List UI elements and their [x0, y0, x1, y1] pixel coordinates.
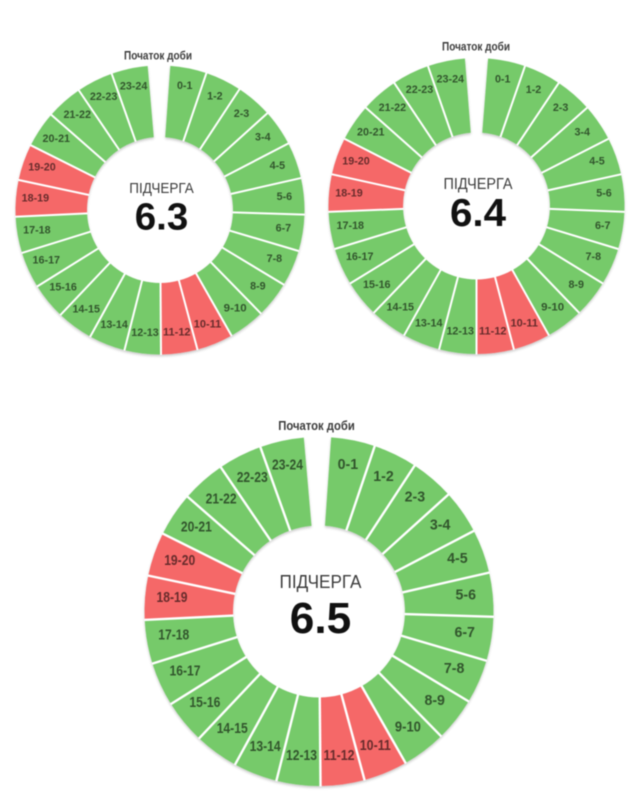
svg-text:15-16: 15-16 [49, 282, 77, 294]
svg-text:0-1: 0-1 [495, 73, 511, 85]
svg-text:6.5: 6.5 [290, 595, 352, 643]
svg-text:23-24: 23-24 [272, 458, 304, 474]
svg-text:7-8: 7-8 [444, 661, 465, 677]
svg-text:21-22: 21-22 [63, 109, 91, 121]
svg-text:22-23: 22-23 [90, 91, 118, 103]
svg-text:6-7: 6-7 [454, 625, 475, 641]
svg-text:7-8: 7-8 [267, 253, 283, 265]
svg-text:6-7: 6-7 [595, 220, 611, 232]
svg-text:20-21: 20-21 [181, 520, 212, 536]
svg-text:21-22: 21-22 [206, 491, 237, 507]
svg-text:6-7: 6-7 [276, 223, 292, 235]
svg-text:0-1: 0-1 [338, 457, 359, 473]
svg-text:13-14: 13-14 [100, 319, 128, 331]
svg-text:14-15: 14-15 [217, 721, 248, 737]
svg-text:3-4: 3-4 [255, 132, 271, 144]
svg-text:ПІДЧЕРГА: ПІДЧЕРГА [444, 176, 514, 193]
svg-text:19-20: 19-20 [28, 161, 56, 173]
svg-text:9-10: 9-10 [541, 302, 564, 314]
svg-text:4-5: 4-5 [270, 160, 286, 172]
svg-text:16-17: 16-17 [33, 255, 61, 267]
svg-text:22-23: 22-23 [406, 84, 434, 96]
svg-text:18-19: 18-19 [157, 590, 188, 606]
svg-text:Початок доби: Початок доби [442, 39, 510, 53]
svg-text:2-3: 2-3 [553, 102, 569, 114]
svg-text:10-11: 10-11 [511, 317, 539, 329]
svg-text:9-10: 9-10 [395, 719, 421, 735]
svg-text:3-4: 3-4 [430, 518, 451, 534]
svg-text:17-18: 17-18 [337, 220, 365, 232]
svg-text:13-14: 13-14 [415, 317, 443, 329]
svg-text:16-17: 16-17 [346, 251, 374, 263]
svg-text:18-19: 18-19 [335, 187, 363, 199]
svg-text:6.3: 6.3 [135, 196, 189, 238]
svg-text:0-1: 0-1 [177, 80, 193, 92]
svg-text:12-13: 12-13 [286, 748, 317, 764]
svg-text:9-10: 9-10 [224, 303, 247, 315]
svg-text:21-22: 21-22 [379, 102, 407, 114]
svg-text:23-24: 23-24 [120, 81, 148, 93]
svg-text:5-6: 5-6 [277, 191, 293, 203]
svg-text:ПІДЧЕРГА: ПІДЧЕРГА [129, 180, 194, 197]
svg-text:13-14: 13-14 [250, 739, 282, 755]
svg-text:1-2: 1-2 [373, 469, 394, 485]
svg-text:Початок доби: Початок доби [124, 48, 192, 62]
svg-text:16-17: 16-17 [170, 663, 201, 679]
svg-text:23-24: 23-24 [437, 73, 465, 85]
svg-text:8-9: 8-9 [424, 693, 445, 709]
svg-text:8-9: 8-9 [568, 279, 584, 291]
svg-text:11-12: 11-12 [163, 327, 191, 339]
svg-text:18-19: 18-19 [22, 193, 50, 205]
svg-text:10-11: 10-11 [194, 318, 222, 330]
svg-text:ПІДЧЕРГА: ПІДЧЕРГА [280, 571, 363, 592]
svg-text:10-11: 10-11 [360, 738, 391, 754]
svg-text:5-6: 5-6 [596, 187, 612, 199]
svg-text:19-20: 19-20 [164, 553, 195, 569]
svg-text:15-16: 15-16 [363, 279, 391, 291]
svg-text:17-18: 17-18 [158, 628, 189, 644]
svg-text:17-18: 17-18 [23, 224, 51, 236]
svg-text:3-4: 3-4 [574, 127, 590, 139]
svg-text:7-8: 7-8 [586, 251, 602, 263]
svg-text:1-2: 1-2 [526, 84, 542, 96]
svg-text:11-12: 11-12 [479, 326, 507, 338]
svg-text:Початок доби: Початок доби [278, 419, 355, 433]
svg-text:12-13: 12-13 [131, 327, 159, 339]
svg-text:2-3: 2-3 [405, 490, 426, 506]
svg-text:19-20: 19-20 [342, 156, 370, 168]
svg-text:15-16: 15-16 [189, 695, 220, 711]
svg-text:14-15: 14-15 [72, 304, 100, 316]
svg-text:11-12: 11-12 [324, 748, 355, 764]
svg-text:6.4: 6.4 [450, 192, 507, 235]
svg-text:20-21: 20-21 [357, 127, 385, 139]
svg-text:8-9: 8-9 [250, 280, 266, 292]
svg-text:5-6: 5-6 [456, 587, 477, 603]
svg-text:14-15: 14-15 [387, 302, 415, 314]
svg-text:2-3: 2-3 [234, 108, 250, 120]
svg-text:12-13: 12-13 [446, 326, 474, 338]
svg-text:1-2: 1-2 [207, 90, 223, 102]
svg-text:22-23: 22-23 [237, 470, 268, 486]
svg-text:20-21: 20-21 [43, 133, 71, 145]
svg-text:4-5: 4-5 [447, 551, 468, 567]
svg-text:4-5: 4-5 [589, 156, 605, 168]
